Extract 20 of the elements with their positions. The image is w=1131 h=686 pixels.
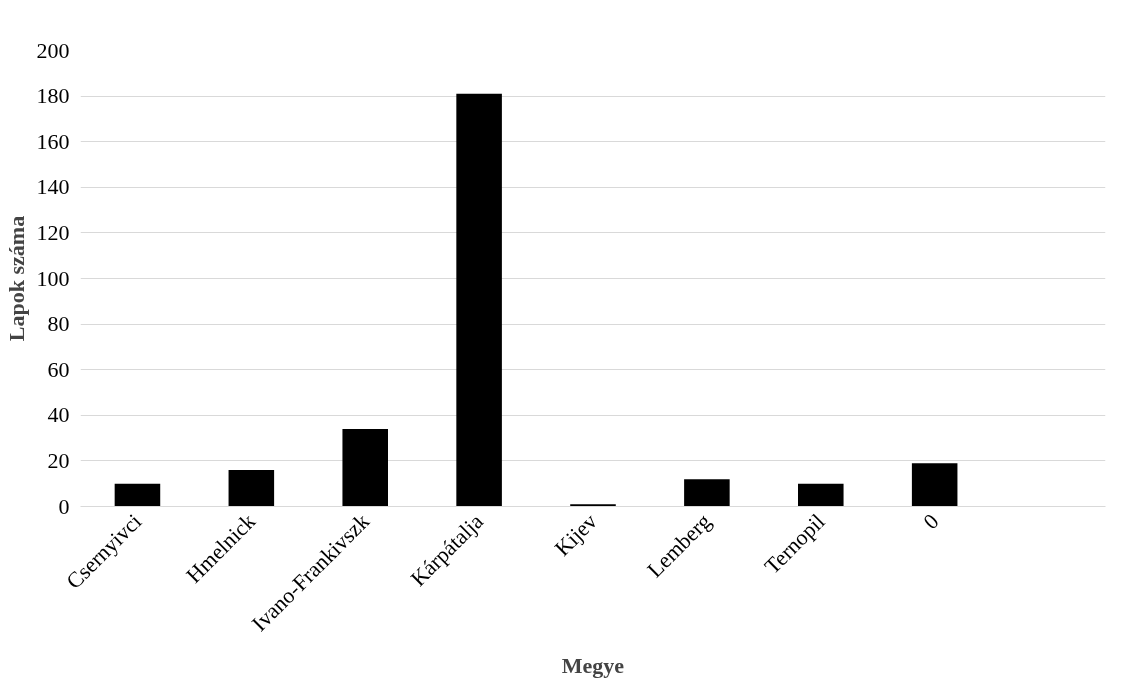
bar [456, 93, 502, 507]
bar [911, 463, 958, 507]
bar [684, 479, 730, 507]
y-tick-label: 40 [47, 402, 70, 428]
y-tick-label: 20 [47, 447, 70, 473]
y-tick-label: 200 [36, 37, 70, 63]
bar [798, 483, 844, 507]
y-axis-title: Lapok száma [3, 215, 29, 342]
x-tick-label: 0 [918, 508, 944, 535]
y-tick-label: 120 [36, 219, 70, 245]
bar [114, 483, 161, 507]
bar [228, 470, 275, 507]
bar [342, 428, 388, 507]
y-tick-label: 180 [36, 83, 70, 109]
y-tick-label: 60 [47, 356, 70, 382]
y-tick-label: 140 [36, 174, 70, 200]
y-tick-label: 160 [36, 128, 70, 154]
y-tick-label: 100 [36, 265, 70, 291]
x-axis-title: Megye [561, 652, 625, 678]
y-tick-label: 80 [47, 311, 70, 337]
